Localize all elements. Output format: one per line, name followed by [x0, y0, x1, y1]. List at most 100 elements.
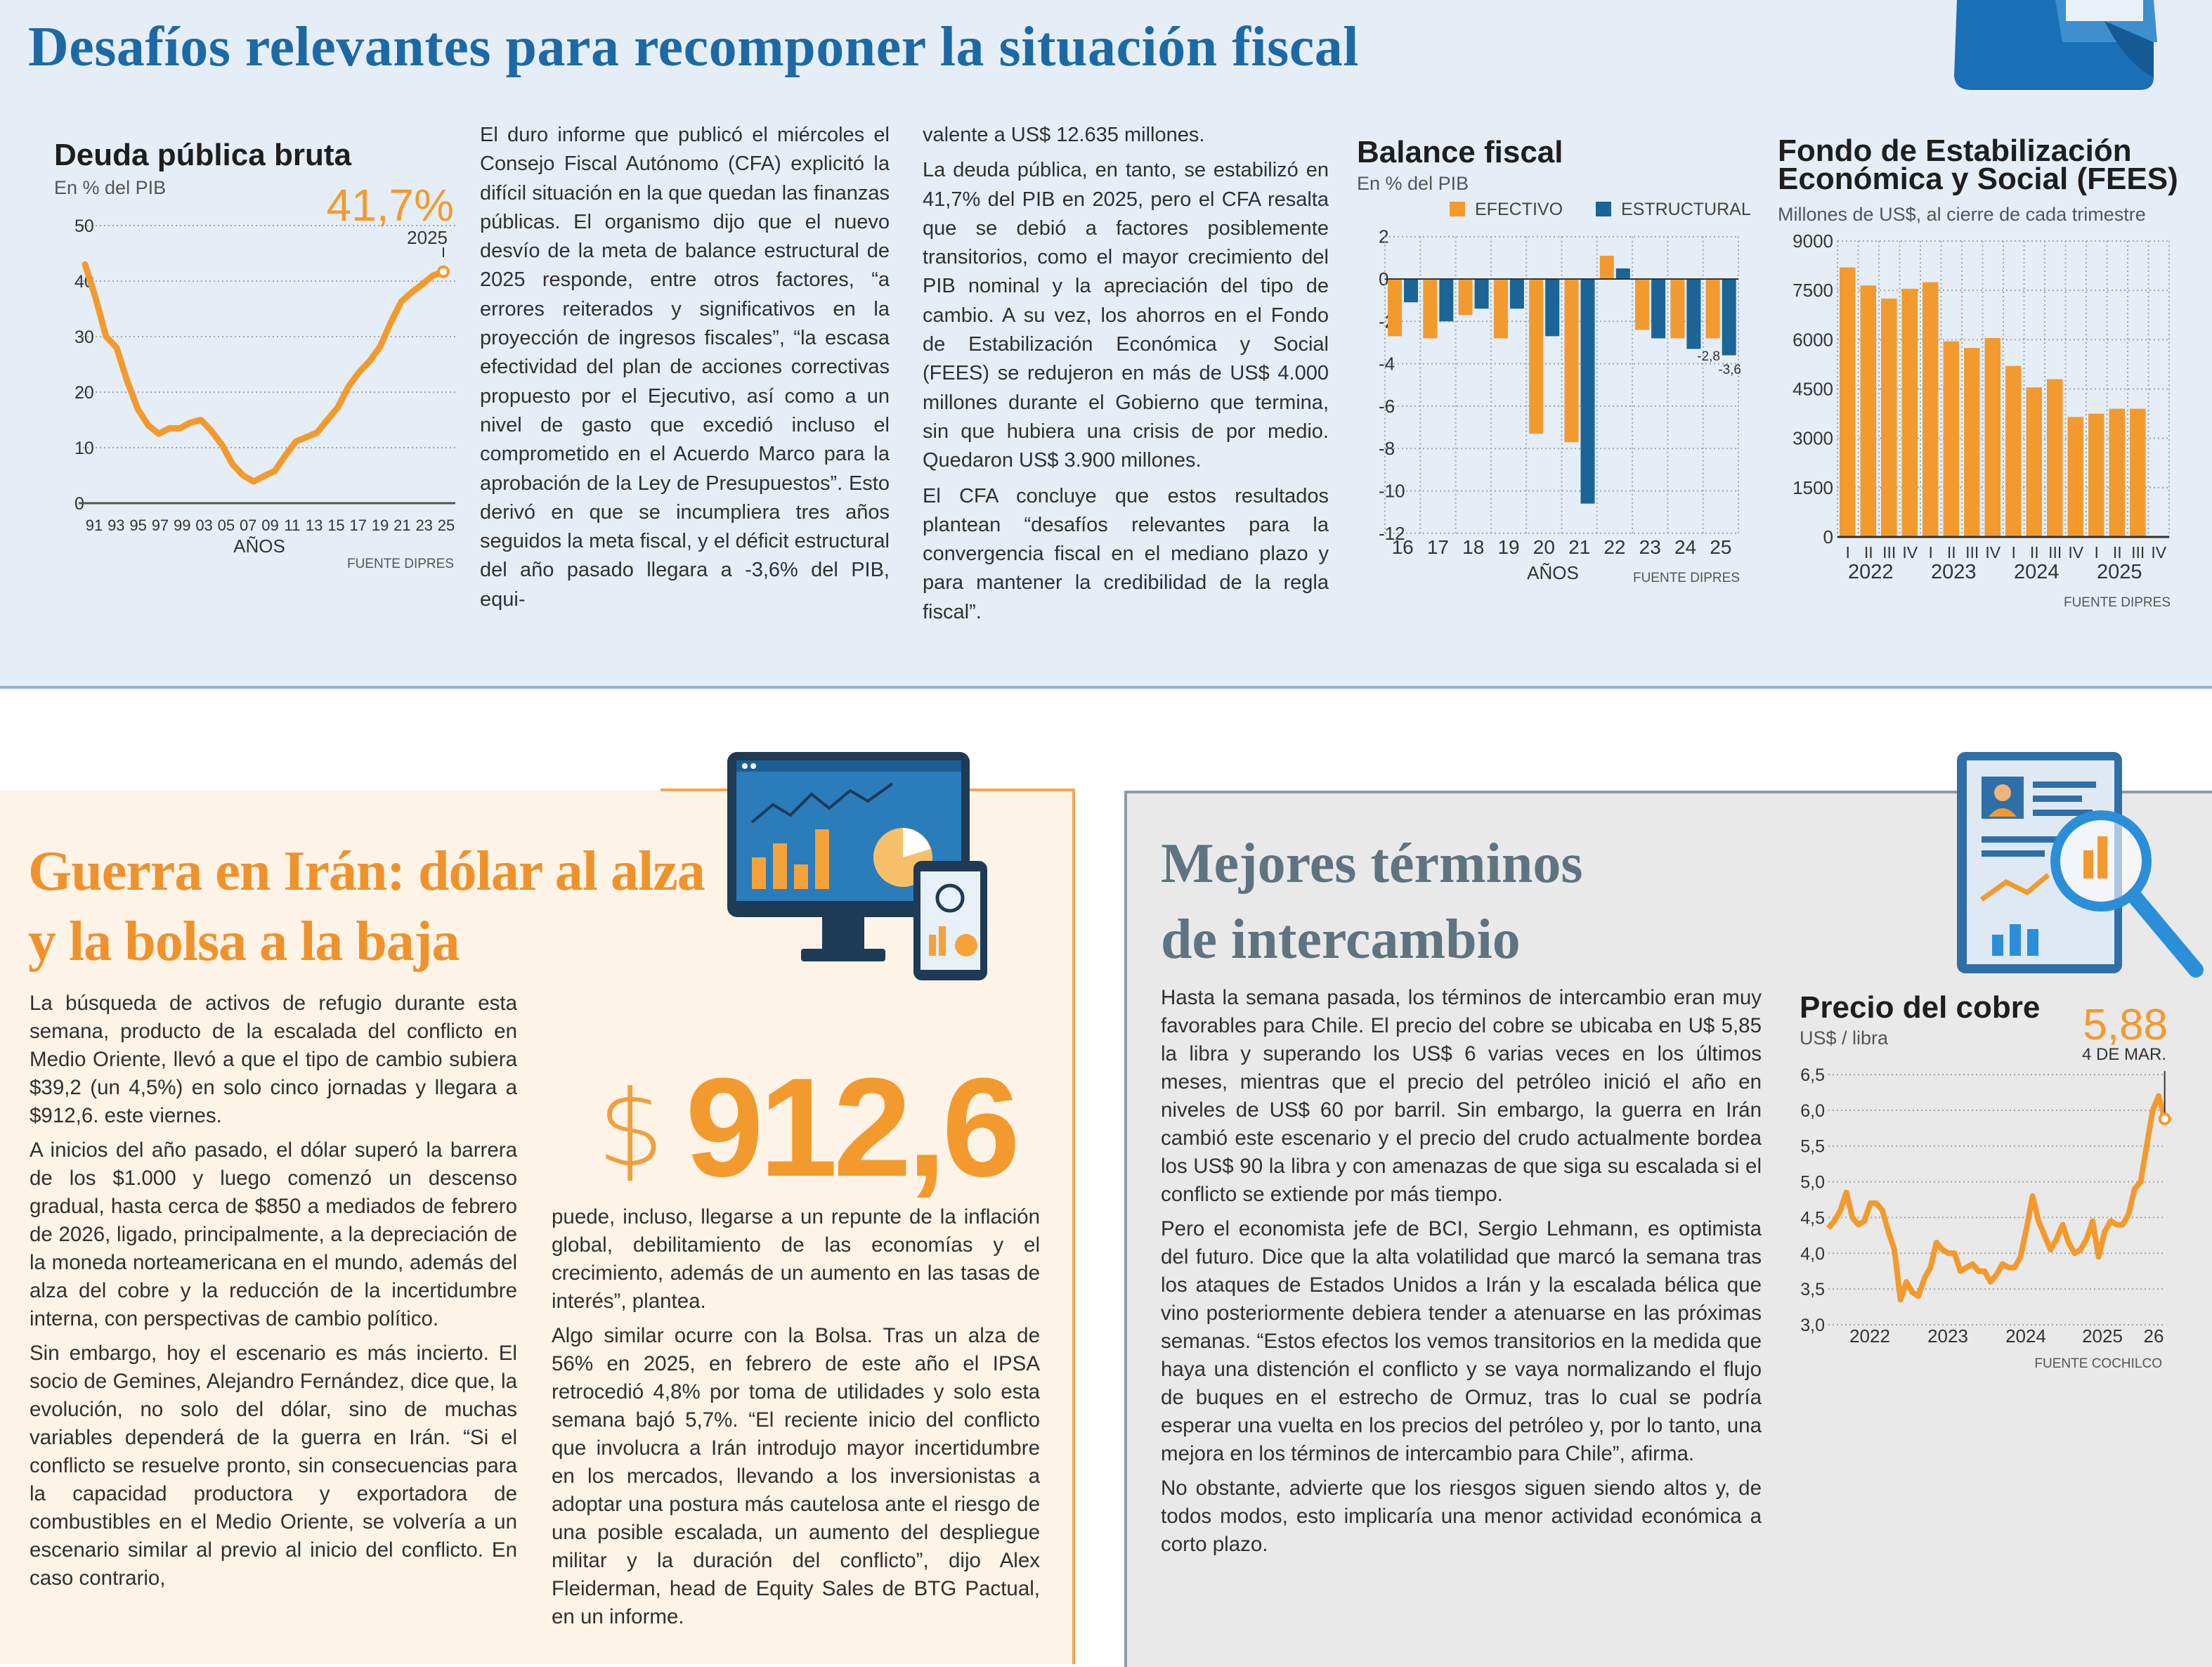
- terms-column: Hasta la semana pasada, los términos de …: [1161, 984, 1762, 1565]
- title-line: Mejores términos: [1161, 833, 1583, 895]
- quarter-label: II: [2113, 543, 2122, 562]
- y-tick-label: 50: [74, 216, 94, 236]
- x-tick-label: 25: [1710, 536, 1731, 558]
- copper-series-line: [1826, 1093, 2168, 1303]
- legend-swatch: [1450, 202, 1465, 216]
- x-tick-label: 25: [438, 517, 455, 534]
- quarter-label: II: [2030, 543, 2039, 562]
- title-line: y la bolsa a la baja: [28, 911, 460, 973]
- highlight-value: 41,7%: [327, 180, 454, 231]
- x-tick-label: 11: [284, 517, 300, 534]
- iran-title: Guerra en Irán: dólar al alza y la bolsa…: [28, 836, 705, 977]
- bar-q10: [2026, 387, 2042, 537]
- y-tick-label: -12: [1379, 523, 1405, 544]
- exchange-rate-highlight: $912,6: [597, 1047, 1020, 1209]
- x-tick-label: 19: [372, 517, 389, 534]
- bar-estructural-25: [1722, 279, 1736, 356]
- x-tick-label: 21: [393, 517, 410, 534]
- monitor-dashboard-icon: [727, 752, 987, 980]
- bar-q7: [1964, 348, 1980, 537]
- source-label: FUENTE COCHILCO: [2034, 1356, 2162, 1371]
- y-tick-label: 4500: [1793, 379, 1833, 400]
- paragraph: La deuda pública, en tanto, se estabiliz…: [923, 159, 1329, 472]
- end-point-marker: [2158, 1113, 2171, 1126]
- quarter-label: IV: [2151, 543, 2166, 562]
- bar-estructural-19: [1509, 279, 1524, 309]
- quarter-label: II: [1947, 543, 1956, 562]
- legend-label: EFECTIVO: [1475, 200, 1563, 219]
- title-line: de intercambio: [1161, 909, 1521, 971]
- x-tick-label: 97: [152, 517, 169, 534]
- source-label: FUENTE DIPRES: [2064, 595, 2171, 610]
- legend-swatch: [1596, 202, 1611, 216]
- bar-q4: [1901, 288, 1918, 537]
- bar-efectivo-20: [1529, 279, 1544, 434]
- bar-estructural-18: [1474, 279, 1489, 309]
- quarter-label: II: [1864, 543, 1873, 562]
- x-tick-label: 99: [174, 517, 190, 534]
- bar-q3: [1881, 298, 1897, 537]
- x-tick-label: 20: [1533, 536, 1555, 558]
- x-tick-label: 93: [108, 517, 124, 534]
- chart-title: Fondo de Estabilización: [1778, 134, 2132, 168]
- data-label: -3,6: [1718, 363, 1741, 377]
- source-label: FUENTE DIPRES: [1633, 571, 1740, 585]
- year-label: 2024: [2014, 561, 2060, 583]
- bar-estructural-20: [1545, 279, 1560, 337]
- highlight-year: 2025: [407, 227, 448, 248]
- x-tick-label: 05: [218, 517, 235, 534]
- bar-q14: [2109, 408, 2125, 537]
- y-tick-label: -4: [1379, 353, 1395, 375]
- y-tick-label: 6000: [1793, 329, 1833, 350]
- paragraph: Hasta la semana pasada, los términos de …: [1161, 986, 1762, 1206]
- bar-efectivo-24: [1670, 279, 1685, 339]
- y-tick-label: 0: [1823, 526, 1833, 547]
- paragraph: El CFA concluye que estos resultados pla…: [923, 484, 1329, 623]
- x-axis-label: AÑOS: [1527, 562, 1579, 583]
- y-tick-label: 10: [74, 439, 94, 458]
- x-tick-label: 19: [1497, 536, 1519, 558]
- x-tick-label: 91: [86, 517, 103, 534]
- chart-subtitle: Millones de US$, al cierre de cada trime…: [1778, 204, 2146, 225]
- quarter-label: I: [2012, 543, 2016, 562]
- report-magnifier-icon: [1957, 752, 2204, 978]
- y-tick-label: 7500: [1793, 280, 1833, 301]
- quarter-label: IV: [1902, 543, 1918, 562]
- quarter-label: III: [2048, 543, 2062, 562]
- y-tick-label: -8: [1379, 438, 1395, 459]
- quarter-label: I: [2095, 543, 2099, 562]
- y-tick-label: 0: [1379, 268, 1388, 290]
- chart-title: Balance fiscal: [1357, 135, 1563, 169]
- bar-estructural-24: [1686, 279, 1701, 349]
- bar-q1: [1840, 267, 1856, 537]
- quarter-label: III: [1965, 543, 1979, 562]
- bar-q2: [1860, 285, 1876, 537]
- bar-efectivo-23: [1635, 279, 1650, 330]
- bar-q6: [1943, 341, 1959, 537]
- x-tick-label: 17: [1427, 536, 1449, 558]
- y-tick-label: 30: [74, 327, 94, 347]
- x-tick-label: 17: [350, 517, 367, 534]
- x-tick-label: 21: [1568, 536, 1590, 558]
- year-label: 2022: [1848, 561, 1894, 583]
- x-tick-label: 22: [1603, 536, 1625, 558]
- x-tick-label: 23: [415, 517, 432, 534]
- exchange-rate-value: 912,6: [685, 1049, 1020, 1206]
- quarter-label: IV: [1985, 543, 2000, 562]
- paragraph: No obstante, advierte que los riesgos si…: [1161, 1477, 1762, 1556]
- bar-estructural-16: [1404, 279, 1418, 303]
- x-tick-label: 2023: [1927, 1325, 1968, 1347]
- quarter-label: I: [1929, 543, 1933, 562]
- bar-efectivo-16: [1388, 279, 1402, 337]
- bar-estructural-17: [1439, 279, 1454, 322]
- end-point-marker: [437, 265, 450, 278]
- x-tick-label: 13: [306, 517, 323, 534]
- y-tick-label: 6,0: [1800, 1101, 1825, 1121]
- chart-title: Económica y Social (FEES): [1778, 162, 2178, 196]
- x-tick-label: 09: [261, 517, 278, 534]
- paragraph: Algo similar ocurre con la Bolsa. Tras u…: [552, 1324, 1040, 1628]
- bar-q8: [1984, 337, 2000, 537]
- currency-symbol: $: [597, 1068, 665, 1191]
